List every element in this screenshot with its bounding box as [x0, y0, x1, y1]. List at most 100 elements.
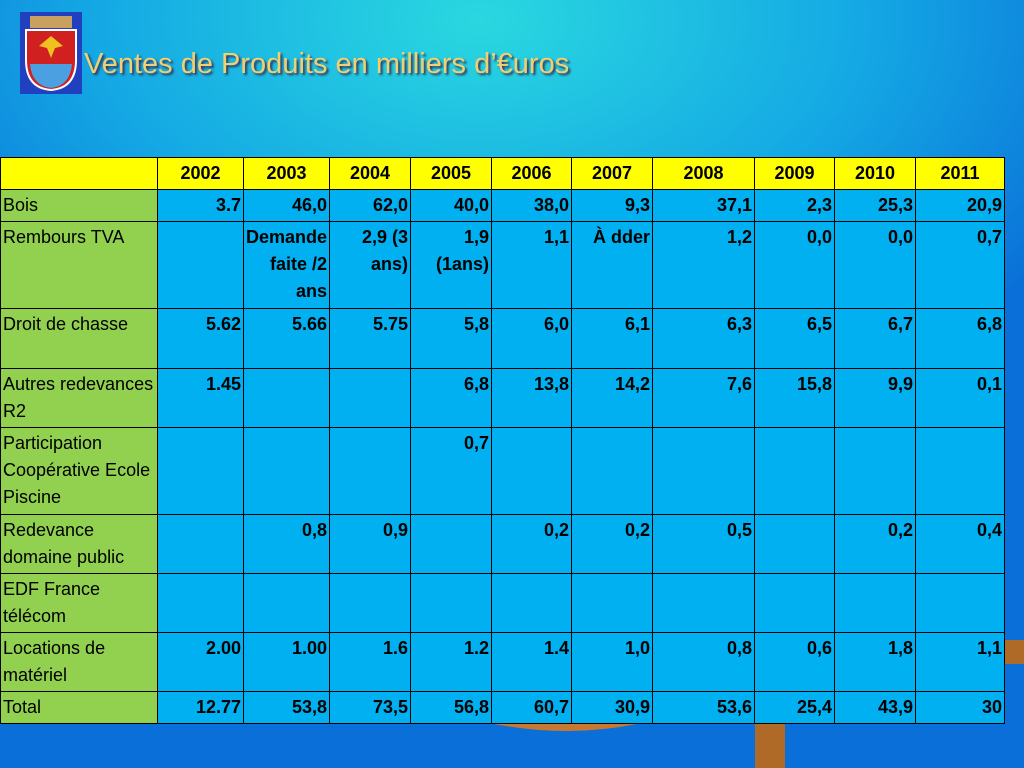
table-cell: 1,9 (1ans) [410, 221, 492, 309]
table-cell [491, 573, 572, 633]
table-cell: 0,7 [410, 427, 492, 515]
table-cell [157, 573, 244, 633]
row-label: Rembours TVA [0, 221, 158, 309]
table-cell: 7,6 [652, 368, 755, 428]
table-cell: 56,8 [410, 691, 492, 724]
table-cell: 2.00 [157, 632, 244, 692]
table-row: Redevance domaine public 0,8 0,9 0,2 0,2 0,5 0… [0, 514, 1005, 574]
table-cell: 1,1 [915, 632, 1005, 692]
table-cell: 6,8 [410, 368, 492, 428]
table-cell: 6,3 [652, 308, 755, 369]
table-cell [410, 573, 492, 633]
table-row: Participation Coopérative Ecole Piscine 0… [0, 427, 1005, 515]
column-header: 2011 [915, 157, 1005, 190]
table-cell [652, 427, 755, 515]
table-cell: 9,9 [834, 368, 916, 428]
table-cell [834, 573, 916, 633]
table-row: Locations de matériel 2.00 1.00 1.6 1.2 1.4 1,… [0, 632, 1005, 692]
table-cell [754, 573, 835, 633]
table-cell: 0,1 [915, 368, 1005, 428]
table-cell: 13,8 [491, 368, 572, 428]
table-cell: 62,0 [329, 189, 411, 222]
table-cell: 0,0 [834, 221, 916, 309]
table-cell: 6,8 [915, 308, 1005, 369]
table-cell: 0,2 [491, 514, 572, 574]
table-cell: 0,0 [754, 221, 835, 309]
table-cell [915, 427, 1005, 515]
table-row: Rembours TVA Demande faite /2 ans 2,9 (3 a… [0, 221, 1005, 309]
table-cell [243, 368, 330, 428]
table-cell [754, 427, 835, 515]
column-header: 2010 [834, 157, 916, 190]
table-cell: 0,5 [652, 514, 755, 574]
row-label: EDF France télécom [0, 573, 158, 633]
header-row: 2002 2003 2004 2005 2006 2007 2008 2009 2010 2011 [0, 157, 1005, 190]
column-header: 2009 [754, 157, 835, 190]
column-header: 2005 [410, 157, 492, 190]
table-cell: 1,8 [834, 632, 916, 692]
table-cell: 20,9 [915, 189, 1005, 222]
column-header: 2003 [243, 157, 330, 190]
table-cell: 5.75 [329, 308, 411, 369]
corner-cell [0, 157, 158, 190]
logo-crown [30, 16, 72, 28]
table-cell [243, 427, 330, 515]
table-cell: 12.77 [157, 691, 244, 724]
table-cell: 1.4 [491, 632, 572, 692]
table-cell: 5.62 [157, 308, 244, 369]
column-header: 2004 [329, 157, 411, 190]
table-cell: 3.7 [157, 189, 244, 222]
table-cell: 46,0 [243, 189, 330, 222]
table-cell [157, 427, 244, 515]
slide-title: Ventes de Produits en milliers d’€uros [84, 48, 570, 80]
column-header: 2007 [571, 157, 653, 190]
table-row: Total 12.77 53,8 73,5 56,8 60,7 30,9 53,6 25,4 43… [0, 691, 1005, 724]
table-cell: 1.6 [329, 632, 411, 692]
table-cell: 30 [915, 691, 1005, 724]
row-label: Participation Coopérative Ecole Piscine [0, 427, 158, 515]
table-row: Droit de chasse 5.62 5.66 5.75 5,8 6,0 6,1 6,3 6… [0, 308, 1005, 369]
scale-arm [1004, 640, 1024, 664]
table-cell: 1,0 [571, 632, 653, 692]
logo-base [30, 64, 72, 88]
row-label: Redevance domaine public [0, 514, 158, 574]
table-cell: 6,7 [834, 308, 916, 369]
logo-eagle [39, 36, 63, 58]
table-row: Bois 3.7 46,0 62,0 40,0 38,0 9,3 37,1 2,3 25,3 20,… [0, 189, 1005, 222]
table-cell: 5,8 [410, 308, 492, 369]
table-cell: 40,0 [410, 189, 492, 222]
table-cell [157, 514, 244, 574]
table-cell: 1,1 [491, 221, 572, 309]
table-cell: 2,3 [754, 189, 835, 222]
table-cell [571, 573, 653, 633]
table-cell: 14,2 [571, 368, 653, 428]
table-cell: 0,2 [571, 514, 653, 574]
table-cell [157, 221, 244, 309]
table-cell [410, 514, 492, 574]
row-label: Total [0, 691, 158, 724]
table-cell: 9,3 [571, 189, 653, 222]
table-cell: 0,8 [243, 514, 330, 574]
table-cell: 0,9 [329, 514, 411, 574]
table-cell: 1,2 [652, 221, 755, 309]
table-cell: 15,8 [754, 368, 835, 428]
table-cell [571, 427, 653, 515]
table-cell: 1.45 [157, 368, 244, 428]
table-cell [329, 573, 411, 633]
column-header: 2006 [491, 157, 572, 190]
table-cell: 1.2 [410, 632, 492, 692]
column-header: 2002 [157, 157, 244, 190]
table-cell: 43,9 [834, 691, 916, 724]
table-cell: 6,5 [754, 308, 835, 369]
table-row: EDF France télécom [0, 573, 1005, 633]
table-cell: 37,1 [652, 189, 755, 222]
table-cell: Demande faite /2 ans [243, 221, 330, 309]
table-cell: 53,6 [652, 691, 755, 724]
table-cell: 0,7 [915, 221, 1005, 309]
sales-table: 2002 2003 2004 2005 2006 2007 2008 2009 2010 2011… [0, 157, 1005, 724]
table-cell [754, 514, 835, 574]
table-cell: 0,8 [652, 632, 755, 692]
table-cell: 1.00 [243, 632, 330, 692]
table-cell: 25,3 [834, 189, 916, 222]
